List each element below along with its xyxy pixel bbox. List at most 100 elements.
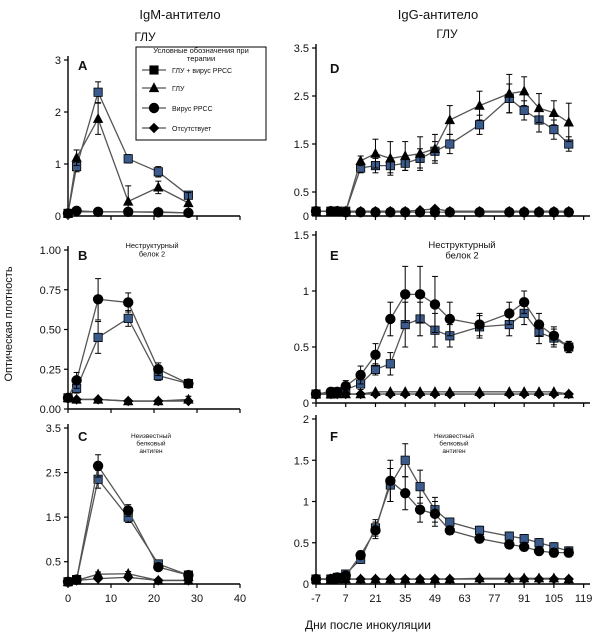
data-point [445,139,455,149]
data-point [563,341,574,353]
x-tick-label: 35 [399,593,411,605]
x-tick-label: 20 [148,593,160,605]
data-point [340,206,351,217]
series-line [67,317,189,399]
data-point [548,330,560,341]
data-point [429,508,441,520]
data-point [370,388,381,400]
y-tick-label: 0.5 [46,557,61,569]
data-point [183,395,194,407]
data-point [71,206,82,218]
data-point [123,395,134,407]
data-point [429,388,441,400]
y-tick-label: 0 [55,211,61,223]
panel-subtitle: Неструктурный белок 2 [428,240,495,262]
data-point [548,206,560,217]
data-point [534,538,544,548]
igg-title: IgG-антитело [398,7,478,22]
data-point [504,573,515,585]
data-point [533,319,545,330]
x-tick-label: 63 [459,593,471,605]
data-point [474,319,485,330]
data-point [429,573,441,585]
legend-item: ГЛУ [142,82,185,93]
data-point [355,369,366,381]
data-point [548,547,560,558]
data-point [533,206,545,217]
data-point [355,573,366,585]
data-point [549,125,559,135]
legend-marker [149,65,159,75]
data-point [183,575,194,586]
y-tick-label: 1.5 [46,512,61,524]
panel-subtitle: Неизвестный белковый антиген [434,432,474,455]
y-tick-label: 1.5 [294,230,309,242]
data-point [183,378,194,389]
x-tick-label: 0 [65,593,71,605]
data-point [533,573,545,585]
data-point [71,375,82,386]
y-tick-label: 1.5 [294,455,309,467]
data-point [355,155,366,165]
data-point [355,388,366,400]
legend-label: Отсутствует [172,126,212,133]
series-line [67,90,189,214]
data-point [385,152,396,163]
data-point [62,392,74,404]
igm-title: IgM-антитело [139,7,220,22]
data-point [444,573,456,585]
x-tick-label: 30 [191,593,203,605]
data-point [504,206,515,217]
data-point [504,539,515,550]
data-point [92,460,104,472]
panel-subtitle: Неструктурный белок 2 [125,241,178,259]
data-point [332,388,343,400]
data-point [414,205,426,216]
data-point [519,534,529,544]
y-axis-title: Оптическая плотность [3,266,15,381]
data-point [429,299,441,310]
series-diamond [310,388,574,400]
legend-marker [148,122,160,134]
x-axis-title: Дни после инокуляции [305,618,431,632]
data-point [444,206,456,217]
data-point [444,525,456,536]
data-point [93,87,103,97]
data-point [474,206,485,217]
data-point [385,475,396,487]
x-tick-label: 7 [343,593,349,605]
y-tick-label: 2.5 [294,91,309,103]
data-point [504,308,515,319]
data-point [325,206,337,217]
data-point [123,572,134,583]
data-point [62,208,74,219]
data-point [533,545,545,557]
legend-label: ГЛУ [172,86,185,93]
legend-marker [148,102,160,114]
panel-b: 0.00 0.25 0.50 0.75 1.00 B Неструктурный белок … [40,241,241,416]
data-point [563,573,574,585]
data-point [183,197,194,208]
data-point [123,206,134,218]
data-point [385,206,396,217]
data-point [92,573,104,584]
y-tick-label: 1 [303,497,309,509]
series-line [316,97,570,212]
data-point [71,152,82,162]
data-point [153,206,164,218]
data-point [504,388,515,400]
x-tick-label: 40 [234,593,246,605]
data-point [332,573,343,585]
legend-title: Условные обозначения при терапии [153,46,249,63]
series-diamond [62,392,194,407]
x-tick-label: 119 [575,593,593,605]
data-point [325,388,337,400]
series-line [316,90,570,212]
glu-right-label: ГЛУ [436,27,458,41]
y-tick-label: 1 [303,286,309,298]
data-point [62,576,74,587]
data-point [370,206,381,217]
series-line [315,293,570,395]
series-line [67,117,189,214]
panel-letter: A [78,58,88,73]
